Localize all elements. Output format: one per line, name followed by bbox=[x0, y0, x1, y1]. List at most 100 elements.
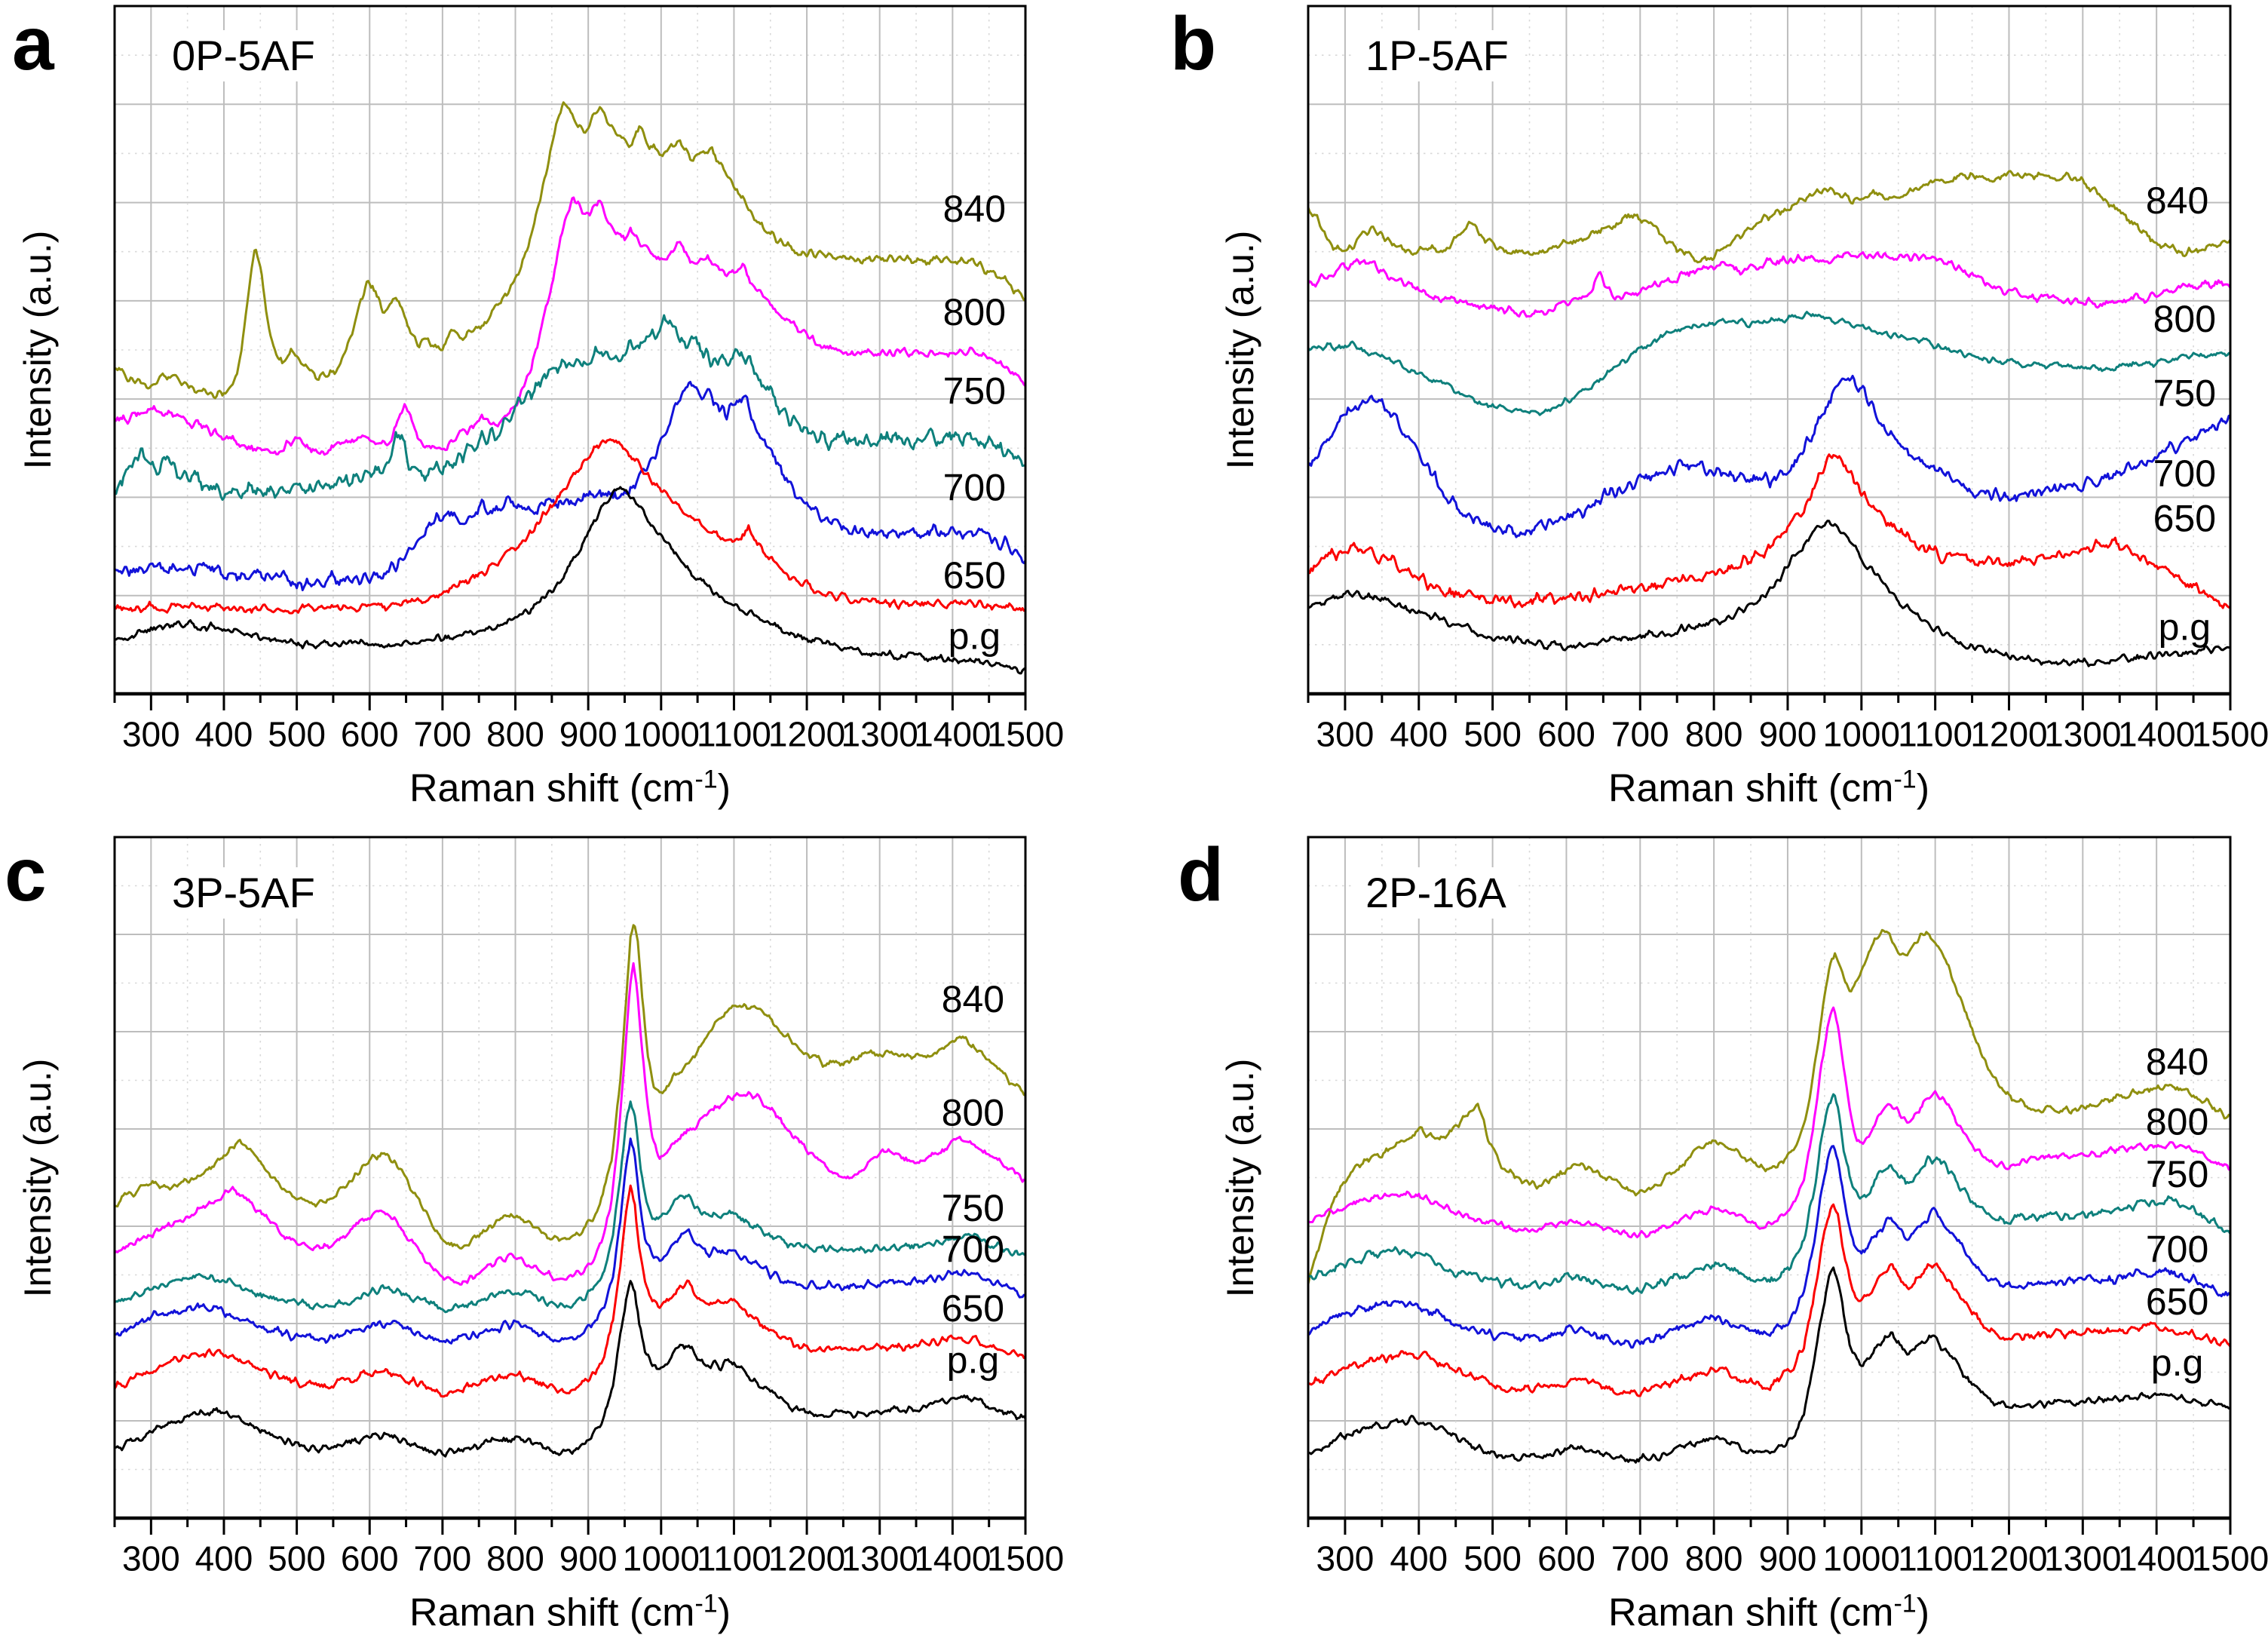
x-axis-ticks: 300 400 500 600 700 800 900 1000110012001300140… bbox=[1307, 1518, 2268, 1578]
x-tick-label: 400 bbox=[1390, 1539, 1448, 1578]
spectrum-840 bbox=[1307, 928, 2232, 1286]
x-tick-label: 400 bbox=[195, 1539, 253, 1578]
x-axis-ticks: 300 400 500 600 700 800 900 1000110012001300140… bbox=[1307, 694, 2268, 754]
x-tick-label: 1400 bbox=[914, 1539, 991, 1578]
curve-label-700: 700 bbox=[943, 466, 1006, 508]
x-tick-label: 800 bbox=[1685, 715, 1743, 754]
panel-b-letter: b bbox=[1170, 2, 1217, 86]
curve-label-pg: p.g bbox=[2151, 1342, 2204, 1384]
x-tick-label: 1200 bbox=[768, 715, 845, 754]
panel-a-letter: a bbox=[12, 2, 54, 86]
x-tick-label: 800 bbox=[1685, 1539, 1743, 1578]
panel-c-letter: c bbox=[5, 833, 47, 917]
panel-c-title: 3P-5AF bbox=[160, 867, 327, 919]
xlabel-text: Raman shift (cm bbox=[409, 766, 695, 811]
panel-b-title: 1P-5AF bbox=[1353, 30, 1521, 82]
curve-label-800: 800 bbox=[943, 291, 1006, 333]
curve-label-pg: p.g bbox=[947, 1339, 1000, 1382]
x-tick-label: 1500 bbox=[2192, 1539, 2268, 1578]
spectrum-800 bbox=[113, 196, 1027, 456]
curve-label-750: 750 bbox=[2146, 1153, 2208, 1195]
panel-c-ylabel: Intensity (a.u.) bbox=[17, 1058, 59, 1298]
plot-frame bbox=[1307, 836, 2232, 1520]
x-tick-label: 900 bbox=[559, 1539, 618, 1578]
x-tick-label: 300 bbox=[1316, 715, 1375, 754]
curve-label-700: 700 bbox=[2153, 452, 2216, 495]
xlabel-close: ) bbox=[717, 766, 731, 811]
x-axis-ticks: 300 400 500 600 700 800 900 1000110012001300140… bbox=[113, 1518, 1064, 1578]
xlabel-superscript: -1 bbox=[1893, 765, 1917, 794]
curve-label-800: 800 bbox=[942, 1092, 1004, 1134]
curve-label-650: 650 bbox=[2146, 1281, 2208, 1323]
x-tick-label: 400 bbox=[1390, 715, 1448, 754]
curve-label-pg: p.g bbox=[2159, 606, 2211, 649]
curve-label-750: 750 bbox=[2153, 372, 2216, 414]
panel-a-title: 0P-5AF bbox=[160, 30, 327, 82]
spectrum-800 bbox=[1307, 1006, 2232, 1238]
panel-a-chart: 300 400 500 600 700 800 900 1000110012001300140… bbox=[113, 5, 1064, 754]
x-tick-label: 900 bbox=[1759, 715, 1817, 754]
curve-label-800: 800 bbox=[2146, 1100, 2208, 1143]
x-tick-label: 1100 bbox=[697, 715, 771, 754]
panel-d-xlabel: Raman shift (cm-1) bbox=[1608, 1590, 1929, 1635]
spectrum-700 bbox=[113, 1137, 1027, 1345]
curve-label-840: 840 bbox=[943, 188, 1006, 230]
x-tick-label: 1300 bbox=[841, 1539, 918, 1578]
x-tick-label: 300 bbox=[122, 1539, 180, 1578]
x-tick-label: 1300 bbox=[2044, 1539, 2121, 1578]
spectrum-800 bbox=[1307, 251, 2232, 318]
x-tick-label: 400 bbox=[195, 715, 253, 754]
xlabel-close: ) bbox=[1916, 1591, 1930, 1635]
spectrum-840 bbox=[113, 924, 1027, 1250]
panel-d-chart: 300 400 500 600 700 800 900 1000110012001300140… bbox=[1307, 836, 2268, 1578]
x-tick-label: 700 bbox=[1611, 1539, 1669, 1578]
x-tick-label: 600 bbox=[1537, 715, 1595, 754]
curve-label-800: 800 bbox=[2153, 298, 2216, 340]
x-tick-label: 1000 bbox=[623, 715, 700, 754]
curve-label-650: 650 bbox=[2153, 497, 2216, 539]
spectrum-800 bbox=[113, 962, 1027, 1286]
spectrum-pg bbox=[1307, 520, 2232, 667]
panel-c-xlabel: Raman shift (cm-1) bbox=[409, 1590, 731, 1635]
panel-d-title: 2P-16A bbox=[1353, 867, 1519, 919]
spectrum-650 bbox=[1307, 1203, 2232, 1397]
x-tick-label: 1500 bbox=[2192, 715, 2268, 754]
curve-label-650: 650 bbox=[942, 1287, 1004, 1330]
panel-d-ylabel: Intensity (a.u.) bbox=[1219, 1058, 1261, 1298]
x-tick-label: 1200 bbox=[1970, 1539, 2047, 1578]
spectrum-700 bbox=[1307, 375, 2232, 538]
x-tick-label: 1000 bbox=[1823, 715, 1900, 754]
xlabel-text: Raman shift (cm bbox=[409, 1591, 695, 1635]
spectrum-750 bbox=[113, 314, 1027, 502]
curve-label-750: 750 bbox=[942, 1187, 1004, 1229]
spectrum-650 bbox=[113, 438, 1027, 615]
x-tick-label: 1200 bbox=[768, 1539, 845, 1578]
spectrum-750 bbox=[113, 1100, 1027, 1314]
x-tick-label: 1500 bbox=[987, 1539, 1064, 1578]
xlabel-close: ) bbox=[1916, 766, 1930, 811]
spectrum-700 bbox=[1307, 1145, 2232, 1349]
spectrum-840 bbox=[113, 101, 1027, 400]
spectrum-pg bbox=[113, 1280, 1027, 1458]
x-tick-label: 600 bbox=[341, 1539, 399, 1578]
x-tick-label: 1400 bbox=[2118, 715, 2195, 754]
x-tick-label: 1400 bbox=[2118, 1539, 2195, 1578]
x-tick-label: 1100 bbox=[1898, 1539, 1972, 1578]
x-tick-label: 500 bbox=[268, 715, 326, 754]
x-tick-label: 800 bbox=[486, 715, 544, 754]
panel-d-letter: d bbox=[1178, 833, 1224, 917]
x-tick-label: 1300 bbox=[2044, 715, 2121, 754]
x-tick-label: 1100 bbox=[697, 1539, 771, 1578]
x-tick-label: 700 bbox=[1611, 715, 1669, 754]
spectrum-pg bbox=[1307, 1266, 2232, 1464]
curve-label-650: 650 bbox=[943, 554, 1006, 597]
x-tick-label: 1300 bbox=[841, 715, 918, 754]
x-tick-label: 800 bbox=[486, 1539, 544, 1578]
spectrum-750 bbox=[1307, 1093, 2232, 1295]
x-tick-label: 1500 bbox=[987, 715, 1064, 754]
x-tick-label: 300 bbox=[1316, 1539, 1375, 1578]
panel-c-chart: 300 400 500 600 700 800 900 1000110012001300140… bbox=[113, 836, 1064, 1578]
x-tick-label: 1000 bbox=[623, 1539, 700, 1578]
